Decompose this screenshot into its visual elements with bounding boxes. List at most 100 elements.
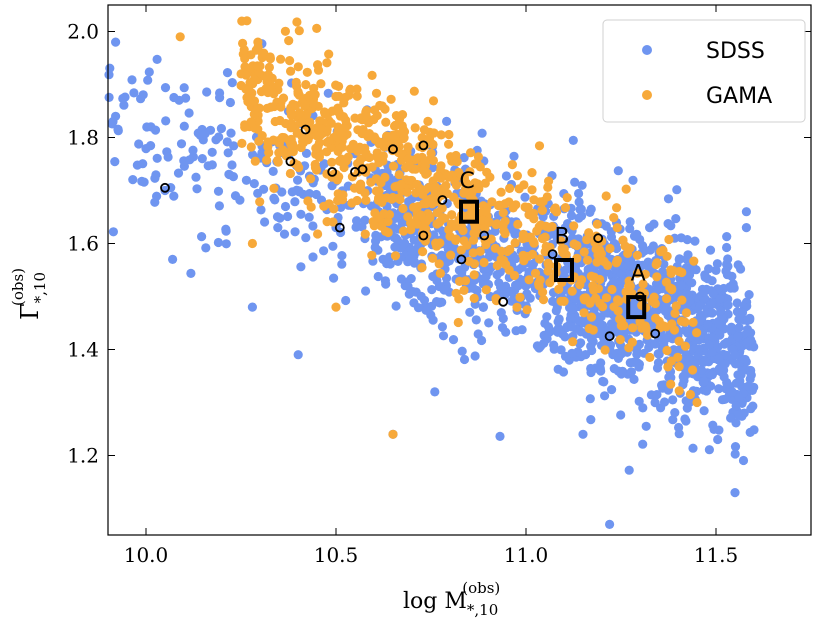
data-point [466, 148, 476, 158]
data-point [613, 166, 623, 176]
data-point [544, 260, 554, 270]
data-point [577, 275, 587, 285]
data-point [579, 308, 589, 318]
legend-label-gama: GAMA [706, 84, 772, 109]
data-point [104, 92, 114, 102]
data-point [652, 258, 662, 268]
data-point [653, 332, 664, 343]
data-point [576, 204, 586, 214]
data-point [587, 365, 597, 375]
data-point [589, 305, 599, 315]
data-point [406, 218, 416, 228]
data-point [548, 296, 558, 306]
data-point [356, 181, 366, 191]
data-point [690, 236, 700, 246]
data-point [304, 212, 314, 222]
highlighted-point [388, 144, 398, 155]
data-point [412, 179, 422, 190]
data-point [556, 345, 566, 355]
data-point [495, 431, 505, 441]
data-point [364, 129, 374, 139]
data-point [249, 109, 259, 119]
data-point [419, 125, 429, 135]
data-point [111, 111, 121, 121]
data-point [137, 176, 147, 186]
data-point [241, 70, 251, 80]
data-point [351, 222, 361, 232]
data-point [534, 254, 545, 264]
data-point [468, 235, 479, 245]
data-point [498, 208, 508, 218]
data-point [734, 314, 744, 324]
data-point [624, 261, 634, 271]
data-point [240, 62, 250, 72]
highlighted-point [498, 296, 509, 307]
data-point [574, 197, 584, 207]
data-point [714, 425, 724, 435]
data-point [589, 285, 599, 295]
data-point [110, 157, 120, 167]
data-point [456, 221, 466, 231]
data-point [313, 65, 324, 75]
data-point [113, 126, 123, 136]
data-point [670, 308, 680, 318]
data-point [439, 186, 449, 196]
highlighted-point [437, 195, 448, 205]
data-point [601, 221, 611, 231]
data-point [662, 294, 672, 304]
data-point [143, 75, 153, 85]
data-point [586, 341, 596, 351]
data-point [337, 142, 347, 152]
data-point [397, 121, 407, 131]
data-point [679, 372, 689, 382]
data-point [290, 227, 300, 237]
data-point [309, 99, 319, 109]
data-point [105, 63, 115, 73]
y-axis-label: Γ*,10(obs) [9, 268, 49, 320]
data-point [666, 221, 676, 231]
data-point [352, 91, 362, 101]
data-point [404, 160, 414, 170]
data-point [746, 328, 756, 338]
data-point [586, 312, 597, 322]
data-point [452, 157, 462, 167]
data-point [378, 151, 388, 161]
data-point [627, 337, 638, 347]
data-point [733, 410, 743, 420]
data-point [668, 395, 678, 405]
data-point [674, 254, 685, 264]
points-layer [104, 16, 759, 530]
data-point [638, 403, 648, 413]
data-point [390, 251, 401, 261]
data-point [513, 281, 523, 291]
data-point [601, 191, 611, 201]
data-point [741, 207, 752, 217]
data-point [732, 298, 742, 308]
data-point [241, 175, 251, 185]
data-point [366, 177, 376, 187]
data-point [163, 152, 173, 162]
y-tick-label: 1.8 [67, 126, 99, 150]
data-point [491, 294, 501, 304]
data-point [592, 219, 602, 229]
data-point [574, 188, 584, 199]
data-point [152, 54, 162, 64]
data-point [641, 421, 651, 431]
data-point [682, 254, 692, 264]
data-point [652, 390, 662, 400]
data-point [207, 147, 217, 157]
data-point [391, 301, 401, 311]
data-point [723, 300, 733, 310]
data-point [674, 429, 684, 439]
data-point [560, 332, 570, 342]
data-point [361, 148, 371, 158]
data-point [632, 349, 642, 359]
data-point [638, 279, 648, 289]
data-point [704, 264, 714, 274]
data-point [294, 26, 304, 36]
data-point [568, 337, 578, 347]
data-point [406, 225, 416, 235]
data-point [465, 307, 475, 317]
data-point [733, 332, 743, 342]
data-point [436, 130, 446, 140]
